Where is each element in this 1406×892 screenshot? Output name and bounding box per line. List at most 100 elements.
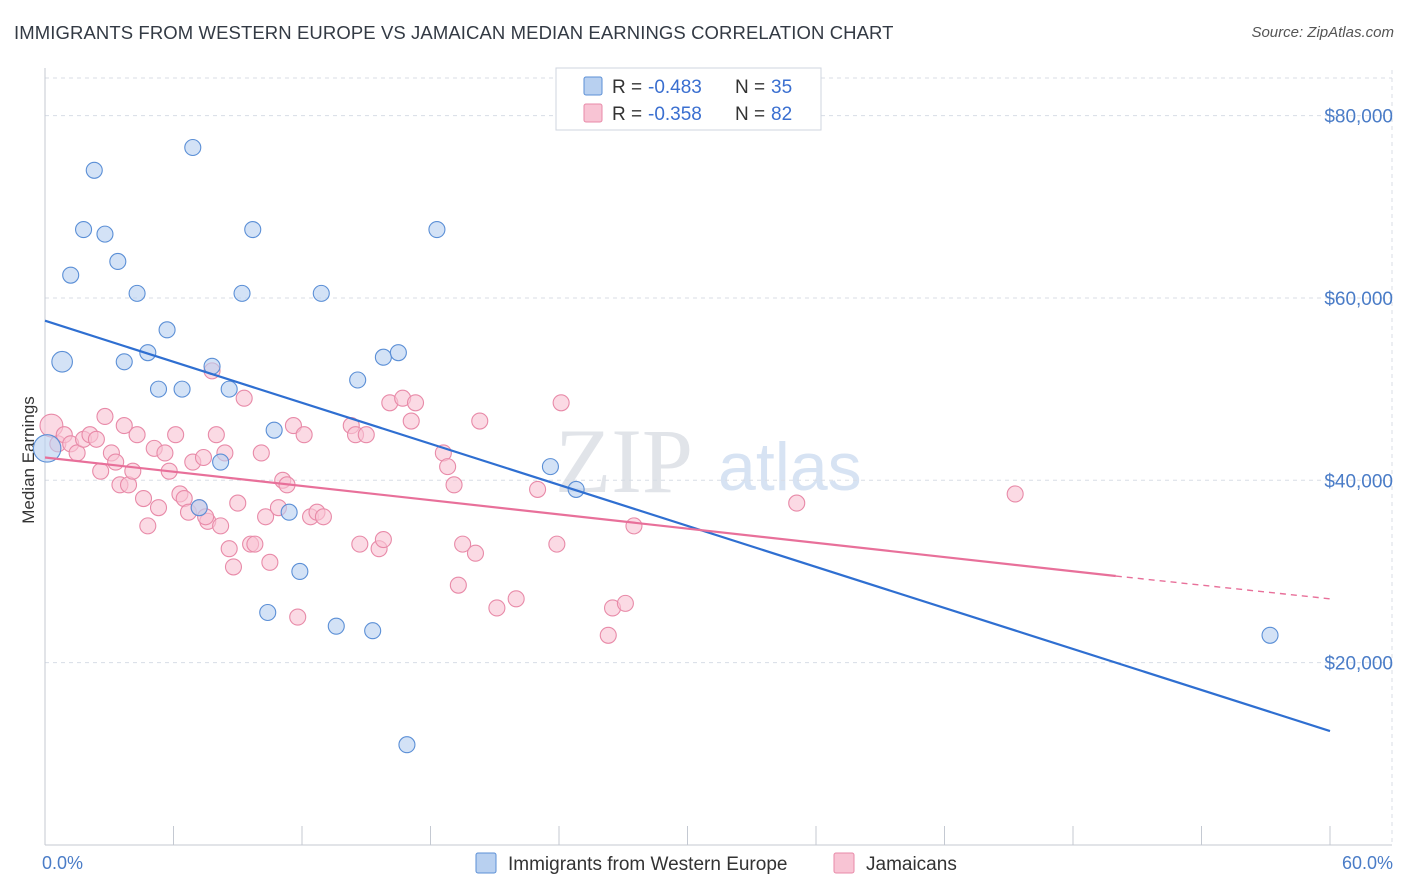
jamaicans-point bbox=[445, 476, 463, 494]
western-europe-point bbox=[327, 617, 345, 635]
western-europe-point bbox=[389, 344, 407, 362]
jamaicans-point bbox=[167, 426, 185, 444]
y-axis-ticks: $20,000 $40,000 $60,000 $80,000 bbox=[1324, 107, 1393, 675]
western-europe-point bbox=[349, 371, 367, 389]
western-europe-point bbox=[233, 284, 251, 302]
jamaicans-point bbox=[548, 535, 566, 553]
jamaicans-point bbox=[449, 576, 467, 594]
y-tick-label: $20,000 bbox=[1324, 654, 1393, 675]
jamaicans-point bbox=[207, 426, 225, 444]
jamaicans-point bbox=[599, 626, 617, 644]
western-europe-point bbox=[85, 161, 103, 179]
legend-blue-n-label: N = bbox=[735, 77, 765, 98]
western-europe-point bbox=[312, 284, 330, 302]
western-europe-point bbox=[173, 380, 191, 398]
jamaicans-point bbox=[314, 508, 332, 526]
legend-blue-r-value: -0.483 bbox=[648, 77, 702, 98]
western-europe-point bbox=[115, 353, 133, 371]
jamaicans-point bbox=[625, 517, 643, 535]
jamaicans-point bbox=[616, 594, 634, 612]
western-europe-point bbox=[265, 421, 283, 439]
western-europe-point bbox=[149, 380, 168, 398]
jamaicans-point bbox=[351, 535, 369, 553]
jamaicans-point bbox=[295, 426, 313, 444]
y-tick-label: $40,000 bbox=[1324, 471, 1393, 492]
jamaicans-point bbox=[406, 394, 425, 412]
trend-lines bbox=[44, 319, 1331, 733]
jamaicans-point bbox=[257, 508, 275, 526]
western-europe-point bbox=[220, 380, 238, 398]
jamaicans-point bbox=[261, 553, 279, 571]
jamaicans-point bbox=[87, 430, 105, 448]
western-europe-point bbox=[184, 138, 202, 157]
jamaicans-point bbox=[156, 444, 174, 462]
trend-line-jamaicans bbox=[44, 456, 1116, 578]
jamaicans-point bbox=[139, 517, 157, 535]
jamaicans-point bbox=[252, 444, 270, 462]
western-europe-point bbox=[280, 503, 298, 521]
western-europe-point bbox=[259, 603, 277, 622]
legend-pink-r-label: R = bbox=[612, 104, 642, 125]
legend-pink-swatch bbox=[583, 103, 603, 123]
x-tick-label: 0.0% bbox=[42, 853, 83, 873]
y-axis-label: Median Earnings bbox=[19, 396, 38, 524]
jamaicans-point bbox=[194, 448, 213, 467]
jamaicans-point bbox=[235, 389, 253, 407]
jamaicans-point bbox=[374, 531, 392, 549]
western-europe-point bbox=[128, 284, 146, 302]
jamaicans-point bbox=[96, 407, 114, 426]
jamaicans-point bbox=[220, 540, 238, 558]
western-europe-point bbox=[364, 622, 382, 640]
western-europe-point bbox=[291, 562, 309, 581]
legend-series-pink-swatch bbox=[833, 852, 855, 874]
western-europe-point bbox=[109, 252, 127, 271]
western-europe-point bbox=[541, 458, 559, 476]
jamaicans-point bbox=[529, 480, 547, 498]
series-western-europe-points bbox=[32, 138, 1279, 754]
jamaicans-point bbox=[224, 558, 243, 576]
jamaicans-point bbox=[134, 489, 153, 508]
legend-series-blue-swatch bbox=[475, 852, 497, 874]
western-europe-point bbox=[75, 221, 93, 239]
source-credit: Source: ZipAtlas.com bbox=[1251, 24, 1394, 41]
chart-title: IMMIGRANTS FROM WESTERN EUROPE VS JAMAIC… bbox=[14, 22, 894, 43]
jamaicans-point bbox=[1006, 485, 1024, 503]
legend-pink-n-value: 82 bbox=[771, 104, 792, 125]
western-europe-point bbox=[190, 499, 208, 517]
western-europe-point bbox=[51, 350, 73, 373]
jamaicans-point bbox=[357, 426, 375, 444]
legend-pink-r-value: -0.358 bbox=[648, 104, 702, 125]
western-europe-point bbox=[428, 221, 446, 239]
western-europe-point bbox=[1261, 626, 1279, 644]
legend-blue-swatch bbox=[583, 76, 603, 96]
jamaicans-point bbox=[212, 517, 230, 535]
trend-line-western-europe bbox=[44, 319, 1331, 733]
watermark-atlas: atlas bbox=[718, 429, 862, 505]
legend-series: Immigrants from Western Europe Jamaicans bbox=[475, 852, 957, 875]
x-axis-ticks: 0.0% 60.0% bbox=[42, 853, 1393, 873]
legend-series-pink-label: Jamaicans bbox=[866, 854, 957, 875]
jamaicans-point bbox=[507, 590, 525, 608]
jamaicans-point bbox=[454, 535, 472, 553]
jamaicans-point bbox=[471, 412, 489, 430]
jamaicans-point bbox=[107, 453, 125, 471]
jamaicans-point bbox=[128, 426, 146, 444]
legend-pink-n-label: N = bbox=[735, 104, 765, 125]
jamaicans-point bbox=[552, 394, 570, 412]
legend-blue-r-label: R = bbox=[612, 77, 642, 98]
jamaicans-point bbox=[115, 417, 133, 435]
watermark: ZIP atlas bbox=[555, 410, 862, 512]
series-jamaicans-points bbox=[39, 362, 1024, 644]
jamaicans-point bbox=[246, 535, 264, 553]
jamaicans-point bbox=[289, 608, 307, 626]
western-europe-point bbox=[96, 225, 114, 243]
jamaicans-point bbox=[229, 494, 247, 512]
western-europe-point bbox=[244, 221, 262, 239]
legend-blue-n-value: 35 bbox=[771, 77, 792, 98]
jamaicans-point bbox=[402, 412, 420, 430]
western-europe-point bbox=[158, 321, 176, 339]
trend-line-jamaicans-extension bbox=[1115, 575, 1331, 600]
western-europe-point bbox=[212, 453, 230, 471]
x-tick-label: 60.0% bbox=[1342, 853, 1393, 873]
